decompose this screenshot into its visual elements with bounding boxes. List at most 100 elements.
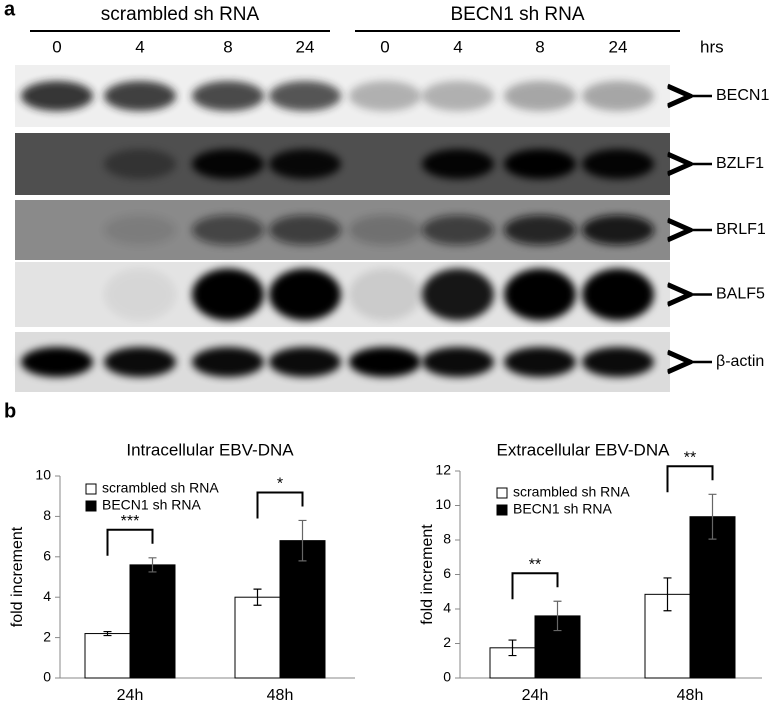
significance-bracket <box>106 528 154 556</box>
blot-band <box>422 268 494 321</box>
blot-band <box>349 215 421 245</box>
blot-band <box>582 215 654 245</box>
band-label: β-actin <box>716 353 764 370</box>
legend-swatch <box>496 487 508 499</box>
blot-band <box>269 215 341 245</box>
bar-chart: Intracellular EBV-DNA fold increment 0 2 4 6 8… <box>9 440 355 704</box>
y-tick-label: 2 <box>443 634 451 650</box>
group-label: BECN1 sh RNA <box>450 4 584 25</box>
band-label: BZLF1 <box>716 155 764 172</box>
band-label: BRLF1 <box>716 221 766 238</box>
blot-band <box>504 215 576 245</box>
legend-swatch <box>496 504 508 516</box>
chart-title: Extracellular EBV-DNA <box>497 440 671 459</box>
y-tick-label: 2 <box>43 628 51 644</box>
error-bar <box>103 630 112 637</box>
blot-band <box>192 215 264 245</box>
y-tick-label: 6 <box>43 548 51 564</box>
blot-band <box>269 347 341 377</box>
blot-band <box>582 347 654 377</box>
blot-band <box>422 215 494 245</box>
bar <box>689 516 736 679</box>
charts: Intracellular EBV-DNA fold increment 0 2 4 6 8… <box>9 440 762 704</box>
timepoint: 8 <box>223 37 232 56</box>
band-label: BECN1 <box>716 87 769 104</box>
x-tick-label: 48h <box>677 687 704 704</box>
y-tick-label: 8 <box>43 507 51 523</box>
blot-band <box>349 347 421 377</box>
significance-label: ** <box>529 556 541 573</box>
chart-title: Intracellular EBV-DNA <box>126 440 294 459</box>
error-bar <box>553 600 562 632</box>
blot-band <box>192 81 264 111</box>
blot-band <box>582 149 654 179</box>
y-tick-label: 10 <box>35 467 51 483</box>
blot-band <box>192 268 264 321</box>
blot-band <box>104 347 176 377</box>
timepoint: 8 <box>535 37 544 56</box>
blot-band <box>422 347 494 377</box>
blot-band <box>269 149 341 179</box>
blot-band <box>349 268 421 321</box>
blot-band <box>104 149 176 179</box>
error-bar <box>253 588 262 606</box>
significance-label: ** <box>684 450 696 467</box>
y-tick-label: 12 <box>435 462 451 478</box>
group-label: scrambled sh RNA <box>101 4 260 25</box>
blot-band <box>582 268 654 321</box>
blot-band <box>504 268 576 321</box>
legend-label: scrambled sh RNA <box>513 484 630 500</box>
blot-band <box>349 81 421 111</box>
significance-bracket <box>666 465 714 493</box>
legend-label: BECN1 sh RNA <box>102 497 201 513</box>
bar-chart: Extracellular EBV-DNA fold increment 0 2 4 6 8… <box>419 440 762 704</box>
significance-label: * <box>277 476 283 493</box>
panel-label: a <box>4 0 16 20</box>
blot-band <box>422 81 494 111</box>
blot-band <box>104 215 176 245</box>
bar <box>234 596 281 679</box>
error-bar <box>148 557 157 573</box>
significance-bracket <box>511 572 559 600</box>
y-tick-label: 4 <box>443 600 451 616</box>
blot-band <box>21 347 93 377</box>
timepoint: 4 <box>453 37 462 56</box>
y-axis-label: fold increment <box>9 526 26 627</box>
time-unit: hrs <box>700 37 724 56</box>
timepoint: 4 <box>135 37 144 56</box>
bar <box>129 564 176 679</box>
timepoint: 0 <box>52 37 61 56</box>
error-bar <box>663 577 672 612</box>
band-label: BALF5 <box>716 286 765 303</box>
blot-band <box>269 268 341 321</box>
significance-label: *** <box>121 513 140 530</box>
error-bar <box>298 519 307 562</box>
blot-band <box>504 149 576 179</box>
timepoint: 24 <box>296 37 315 56</box>
blot-band <box>192 149 264 179</box>
legend-swatch <box>85 483 97 495</box>
error-bar <box>708 493 717 540</box>
blot-band <box>269 81 341 111</box>
y-tick-label: 10 <box>435 496 451 512</box>
legend-swatch <box>85 500 97 512</box>
blot-band <box>21 81 93 111</box>
x-tick-label: 24h <box>522 687 549 704</box>
y-tick-label: 8 <box>443 531 451 547</box>
blot-band <box>104 81 176 111</box>
blot-band <box>192 347 264 377</box>
y-tick-label: 0 <box>443 669 451 685</box>
error-bar <box>508 639 517 657</box>
x-tick-label: 48h <box>267 687 294 704</box>
panel-label: b <box>4 400 16 422</box>
legend-label: BECN1 sh RNA <box>513 501 612 517</box>
timepoint: 24 <box>609 37 628 56</box>
bar <box>84 633 131 679</box>
y-tick-label: 0 <box>43 669 51 685</box>
blot-band <box>582 81 654 111</box>
y-tick-label: 6 <box>443 565 451 581</box>
timepoint: 0 <box>380 37 389 56</box>
